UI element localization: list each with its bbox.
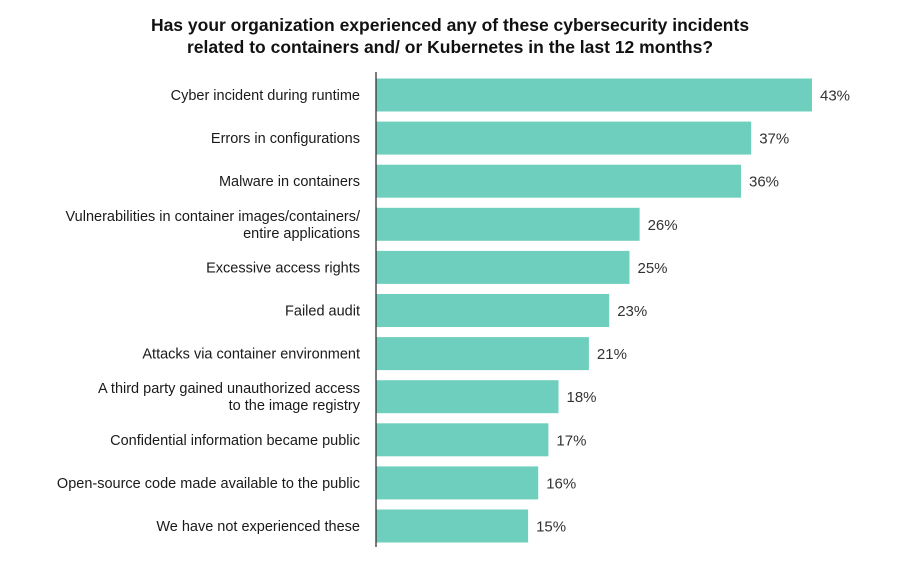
value-label-2: 36% — [749, 174, 779, 191]
category-label-4: Excessive access rights — [206, 260, 360, 276]
value-label-3: 26% — [648, 217, 678, 234]
bar-3 — [376, 207, 640, 241]
category-label-0: Cyber incident during runtime — [171, 88, 360, 104]
value-label-0: 43% — [820, 88, 850, 105]
category-label-3-line-2: entire applications — [243, 226, 360, 242]
category-label-9: Open-source code made available to the p… — [57, 476, 360, 492]
bar-4 — [376, 250, 630, 284]
value-label-10: 15% — [536, 519, 566, 536]
value-label-9: 16% — [546, 475, 576, 492]
category-label-3-line-1: Vulnerabilities in container images/cont… — [66, 209, 361, 225]
bar-9 — [376, 466, 539, 500]
bar-8 — [376, 423, 549, 457]
category-label-7-line-2: to the image registry — [229, 398, 361, 414]
bar-2 — [376, 164, 741, 198]
category-label-1: Errors in configurations — [211, 131, 360, 147]
value-label-8: 17% — [556, 432, 586, 449]
value-label-6: 21% — [597, 346, 627, 363]
value-label-1: 37% — [759, 131, 789, 148]
value-label-4: 25% — [638, 260, 668, 277]
bar-6 — [376, 337, 589, 371]
bar-1 — [376, 121, 752, 155]
bar-5 — [376, 294, 610, 327]
category-label-2: Malware in containers — [219, 174, 360, 190]
chart-title: Has your organization experienced any of… — [0, 14, 900, 58]
category-label-7-line-1: A third party gained unauthorized access — [98, 381, 360, 397]
value-label-5: 23% — [617, 303, 647, 320]
category-label-6: Attacks via container environment — [142, 347, 360, 363]
bar-0 — [376, 78, 812, 112]
bar-10 — [376, 509, 529, 543]
category-label-8: Confidential information became public — [110, 433, 360, 449]
category-label-5: Failed audit — [285, 304, 360, 320]
category-label-10: We have not experienced these — [156, 519, 360, 535]
chart-title-line-2: related to containers and/ or Kubernetes… — [186, 37, 714, 57]
chart-title-line-1: Has your organization experienced any of… — [150, 15, 750, 35]
bar-7 — [376, 380, 559, 414]
value-label-7: 18% — [567, 389, 597, 406]
